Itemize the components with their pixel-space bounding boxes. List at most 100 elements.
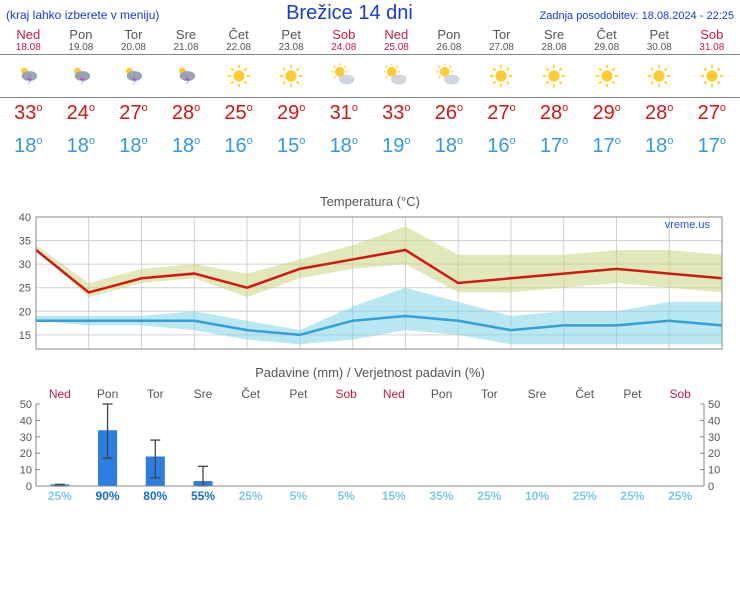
day-header: Ned 18.08 [2, 27, 55, 54]
svg-text:Čet: Čet [241, 386, 260, 401]
svg-text:50: 50 [708, 399, 720, 411]
svg-text:40: 40 [19, 213, 31, 224]
svg-text:25%: 25% [668, 489, 692, 503]
svg-text:Sob: Sob [335, 387, 357, 401]
svg-text:40: 40 [20, 415, 32, 427]
day-date: 31.08 [686, 42, 739, 54]
lo-temp-row: 18o18o18o18o16o15o18o19o18o16o17o17o18o1… [0, 131, 740, 164]
lo-temp: 19o [370, 131, 423, 164]
lo-temp: 18o [55, 131, 108, 164]
svg-text:5%: 5% [337, 489, 355, 503]
weather-icon [160, 59, 213, 93]
hi-temp: 29o [580, 98, 633, 131]
svg-text:Ned: Ned [383, 387, 405, 401]
day-header: Čet 29.08 [580, 27, 633, 54]
day-date: 25.08 [370, 42, 423, 54]
svg-text:Pon: Pon [97, 387, 118, 401]
day-header: Ned 25.08 [370, 27, 423, 54]
hi-temp: 27o [107, 98, 160, 131]
svg-text:35: 35 [19, 236, 31, 248]
lo-temp: 18o [633, 131, 686, 164]
day-of-week: Čet [580, 27, 633, 42]
weather-icon [528, 59, 581, 93]
day-date: 22.08 [212, 42, 265, 54]
day-date: 26.08 [423, 42, 476, 54]
day-header: Tor 20.08 [107, 27, 160, 54]
svg-text:25%: 25% [620, 489, 644, 503]
lo-temp: 18o [317, 131, 370, 164]
svg-text:Sob: Sob [669, 387, 691, 401]
svg-text:Ned: Ned [49, 387, 71, 401]
hi-temp: 33o [370, 98, 423, 131]
day-of-week: Pet [265, 27, 318, 42]
day-date: 30.08 [633, 42, 686, 54]
svg-text:25%: 25% [239, 489, 263, 503]
weather-icon [475, 59, 528, 93]
weather-icon [370, 59, 423, 93]
page-title: Brežice 14 dni [286, 2, 413, 25]
svg-text:Pon: Pon [431, 387, 452, 401]
lo-temp: 17o [686, 131, 739, 164]
day-date: 21.08 [160, 42, 213, 54]
lo-temp: 17o [528, 131, 581, 164]
day-header: Čet 22.08 [212, 27, 265, 54]
lo-temp: 18o [160, 131, 213, 164]
svg-text:25%: 25% [477, 489, 501, 503]
day-header: Pon 19.08 [55, 27, 108, 54]
svg-text:Čet: Čet [575, 386, 594, 401]
svg-text:55%: 55% [191, 489, 215, 503]
lo-temp: 16o [475, 131, 528, 164]
updated-label: Zadnja posodobitev: 18.08.2024 - 22:25 [540, 10, 734, 22]
svg-text:Pet: Pet [289, 387, 308, 401]
svg-text:0: 0 [708, 481, 714, 493]
day-of-week: Sre [160, 27, 213, 42]
svg-text:30: 30 [20, 432, 32, 444]
hi-temp: 27o [686, 98, 739, 131]
svg-text:Sre: Sre [194, 387, 213, 401]
hi-temp: 27o [475, 98, 528, 131]
svg-text:80%: 80% [143, 489, 167, 503]
precip-chart-title: Padavine (mm) / Verjetnost padavin (%) [0, 365, 740, 380]
hi-temp-row: 33o24o27o28o25o29o31o33o26o27o28o29o28o2… [0, 98, 740, 131]
day-date: 23.08 [265, 42, 318, 54]
day-of-week: Pet [633, 27, 686, 42]
hi-temp: 24o [55, 98, 108, 131]
weather-icon [686, 59, 739, 93]
svg-text:35%: 35% [430, 489, 454, 503]
svg-text:10: 10 [708, 465, 720, 477]
svg-text:25%: 25% [573, 489, 597, 503]
lo-temp: 18o [423, 131, 476, 164]
day-header: Pet 23.08 [265, 27, 318, 54]
svg-text:Tor: Tor [481, 387, 498, 401]
day-of-week: Sob [317, 27, 370, 42]
day-header: Pet 30.08 [633, 27, 686, 54]
attribution: vreme.us [665, 219, 710, 231]
precip-chart-wrap: 0010102020303040405050NedPonTorSreČetPet… [0, 384, 740, 504]
weather-icon [580, 59, 633, 93]
lo-temp: 18o [2, 131, 55, 164]
svg-text:0: 0 [26, 481, 32, 493]
svg-text:20: 20 [19, 306, 31, 318]
day-of-week: Ned [2, 27, 55, 42]
svg-text:25: 25 [19, 283, 31, 295]
svg-text:90%: 90% [96, 489, 120, 503]
svg-text:50: 50 [20, 399, 32, 411]
svg-text:Sre: Sre [528, 387, 547, 401]
svg-text:10: 10 [20, 465, 32, 477]
hi-temp: 28o [528, 98, 581, 131]
temp-chart: 152025303540 [6, 213, 734, 353]
weather-icon [317, 59, 370, 93]
weather-icon [423, 59, 476, 93]
day-date: 19.08 [55, 42, 108, 54]
day-date: 18.08 [2, 42, 55, 54]
temp-chart-title: Temperatura (°C) [0, 194, 740, 209]
svg-text:5%: 5% [290, 489, 308, 503]
temp-chart-wrap: 152025303540 vreme.us [0, 213, 740, 353]
hi-temp: 28o [160, 98, 213, 131]
day-of-week: Pon [423, 27, 476, 42]
weather-icon [55, 59, 108, 93]
svg-text:30: 30 [708, 432, 720, 444]
day-of-week: Sob [686, 27, 739, 42]
svg-text:10%: 10% [525, 489, 549, 503]
hi-temp: 28o [633, 98, 686, 131]
